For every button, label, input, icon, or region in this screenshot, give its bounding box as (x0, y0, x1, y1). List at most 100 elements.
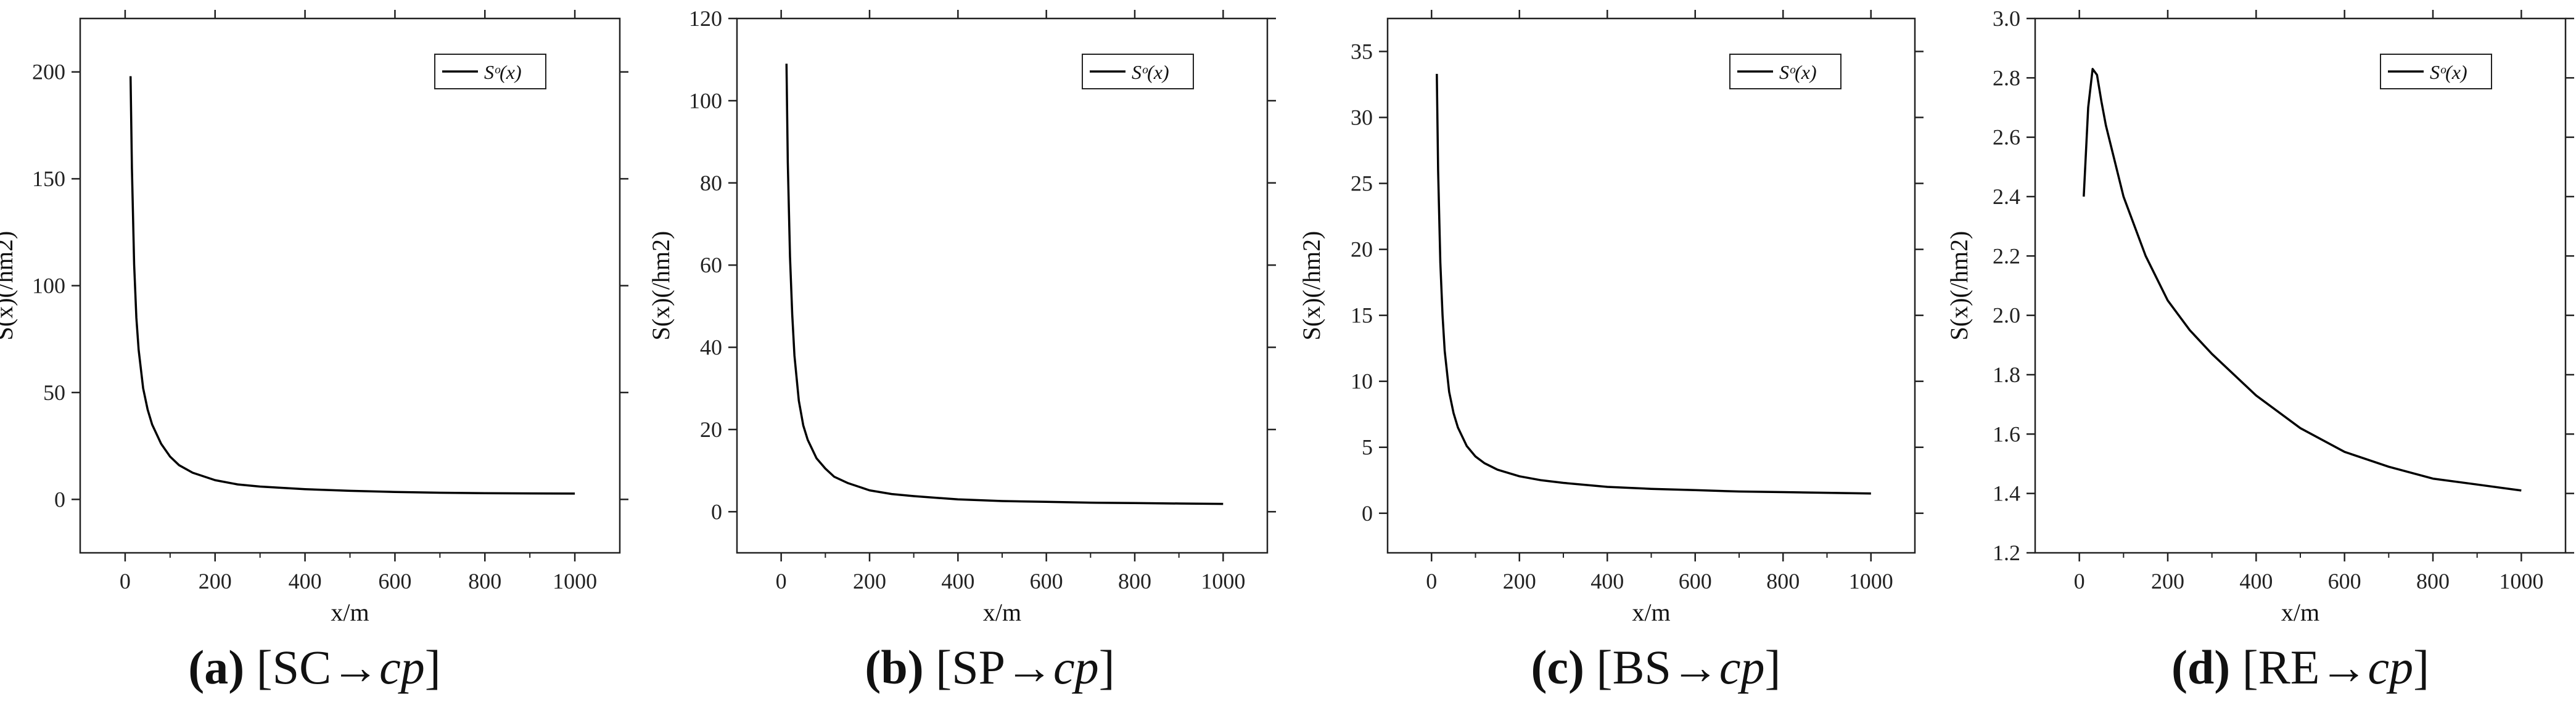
y-tick-label: 2.8 (1993, 65, 2020, 90)
y-tick-label: 0 (1362, 501, 1373, 526)
y-tick-label: 80 (700, 171, 722, 195)
plot-frame (79, 17, 621, 554)
caption-target: cp (379, 640, 425, 694)
y-tick-label: 40 (700, 335, 722, 360)
chart-panel-3: 0 200 400 600 800 1000 0 5 10 15 20 25 30 35 x/m S(x)(/… (1298, 10, 1924, 626)
x-axis-label: x/m (2281, 598, 2319, 626)
chart-panel-4: 0 200 400 600 800 1000 1.2 1.4 1.6 1.8 2.0 2.2 2.4 2.… (1945, 6, 2574, 626)
x-tick-label: 400 (941, 569, 974, 593)
y-axis-label: S(x)(/hm2) (1945, 231, 1973, 341)
caption-source: [SP (923, 640, 1005, 694)
x-tick-label: 600 (1679, 569, 1712, 593)
x-tick-label: 200 (1503, 569, 1536, 593)
caption-close: ] (1098, 640, 1115, 694)
series-line (785, 63, 1224, 505)
caption-source: [BS (1584, 640, 1671, 694)
caption-label: (d) (2171, 640, 2231, 694)
caption-label: (c) (1531, 640, 1585, 694)
series-line (1436, 73, 1871, 495)
x-tick-label: 600 (378, 569, 411, 593)
caption-arrow: → (1671, 640, 1719, 694)
y-tick-label: 2.0 (1993, 303, 2020, 328)
x-tick-label: 800 (2416, 569, 2450, 593)
y-tick-label: 0 (54, 487, 65, 512)
y-tick-label: 35 (1351, 39, 1373, 64)
caption-target: cp (1719, 640, 1765, 694)
y-tick-label: 2.4 (1993, 184, 2020, 209)
series-line (129, 76, 575, 495)
x-tick-label: 400 (289, 569, 322, 593)
panel-caption: (a) [SC→cp] (188, 640, 440, 695)
y-tick-label: 100 (32, 274, 65, 298)
chart-panel-1: 0 200 400 600 800 1000 0 50 100 150 200 x/m S(x)(/hm… (0, 10, 628, 626)
x-tick-label: 1000 (1201, 569, 1245, 593)
y-tick-label: 100 (689, 88, 722, 113)
x-tick-label: 0 (2074, 569, 2085, 593)
x-tick-label: 200 (199, 569, 232, 593)
caption-close: ] (1764, 640, 1781, 694)
y-tick-label: 10 (1351, 369, 1373, 394)
caption-close: ] (424, 640, 441, 694)
y-tick-label: 2.2 (1993, 243, 2020, 268)
x-tick-label: 1000 (1849, 569, 1893, 593)
y-tick-label: 200 (32, 60, 65, 84)
y-tick-label: 1.2 (1993, 540, 2020, 565)
x-tick-label: 1000 (2499, 569, 2543, 593)
y-tick-label: 120 (689, 6, 722, 31)
caption-arrow: → (331, 640, 380, 694)
legend-label: Sᵒ(x) (2430, 61, 2467, 83)
y-axis-label: S(x)(/hm2) (0, 231, 18, 341)
panel-caption: (b) [SP→cp] (865, 640, 1114, 695)
y-tick-label: 5 (1362, 435, 1373, 460)
caption-source: [RE (2230, 640, 2320, 694)
panel-caption: (c) [BS→cp] (1531, 640, 1780, 695)
y-axis-label: S(x)(/hm2) (1298, 231, 1325, 341)
x-tick-label: 200 (2151, 569, 2184, 593)
chart-panel-2: 0 200 400 600 800 1000 0 20 40 60 80 100 120 x/m S(x)(… (647, 6, 1276, 626)
plot-frame (1386, 17, 1916, 554)
x-tick-label: 0 (1426, 569, 1437, 593)
plot-frame (2034, 17, 2567, 554)
caption-label: (b) (865, 640, 924, 694)
caption-target: cp (2368, 640, 2414, 694)
x-tick-label: 200 (853, 569, 886, 593)
y-tick-label: 50 (43, 380, 65, 405)
caption-target: cp (1053, 640, 1099, 694)
x-tick-label: 800 (1118, 569, 1151, 593)
y-tick-label: 150 (32, 166, 65, 191)
x-tick-label: 400 (1590, 569, 1624, 593)
y-tick-label: 60 (700, 253, 722, 277)
x-axis-label: x/m (331, 598, 369, 626)
plot-frame (736, 17, 1269, 554)
y-axis-label: S(x)(/hm2) (647, 231, 675, 341)
y-tick-label: 1.4 (1993, 481, 2020, 506)
legend-label: Sᵒ(x) (1132, 61, 1169, 83)
y-tick-label: 30 (1351, 105, 1373, 130)
panel-caption: (d) [RE→cp] (2171, 640, 2429, 695)
caption-arrow: → (2319, 640, 2368, 694)
x-tick-label: 800 (1766, 569, 1800, 593)
y-tick-label: 2.6 (1993, 125, 2020, 150)
y-tick-label: 0 (711, 499, 722, 524)
y-tick-label: 3.0 (1993, 6, 2020, 31)
y-tick-label: 20 (700, 417, 722, 442)
x-tick-label: 0 (120, 569, 131, 593)
y-tick-label: 1.8 (1993, 362, 2020, 387)
y-tick-label: 15 (1351, 303, 1373, 328)
y-tick-label: 1.6 (1993, 422, 2020, 446)
x-tick-label: 600 (1030, 569, 1063, 593)
caption-arrow: → (1005, 640, 1053, 694)
x-tick-label: 600 (2328, 569, 2361, 593)
x-tick-label: 800 (468, 569, 501, 593)
x-tick-label: 1000 (553, 569, 597, 593)
x-axis-label: x/m (983, 598, 1021, 626)
y-tick-label: 20 (1351, 237, 1373, 262)
x-axis-label: x/m (1632, 598, 1670, 626)
series-line (2083, 68, 2522, 492)
caption-label: (a) (188, 640, 245, 694)
caption-source: [SC (244, 640, 332, 694)
legend-label: Sᵒ(x) (1779, 61, 1817, 83)
x-tick-label: 400 (2239, 569, 2273, 593)
y-tick-label: 25 (1351, 171, 1373, 196)
